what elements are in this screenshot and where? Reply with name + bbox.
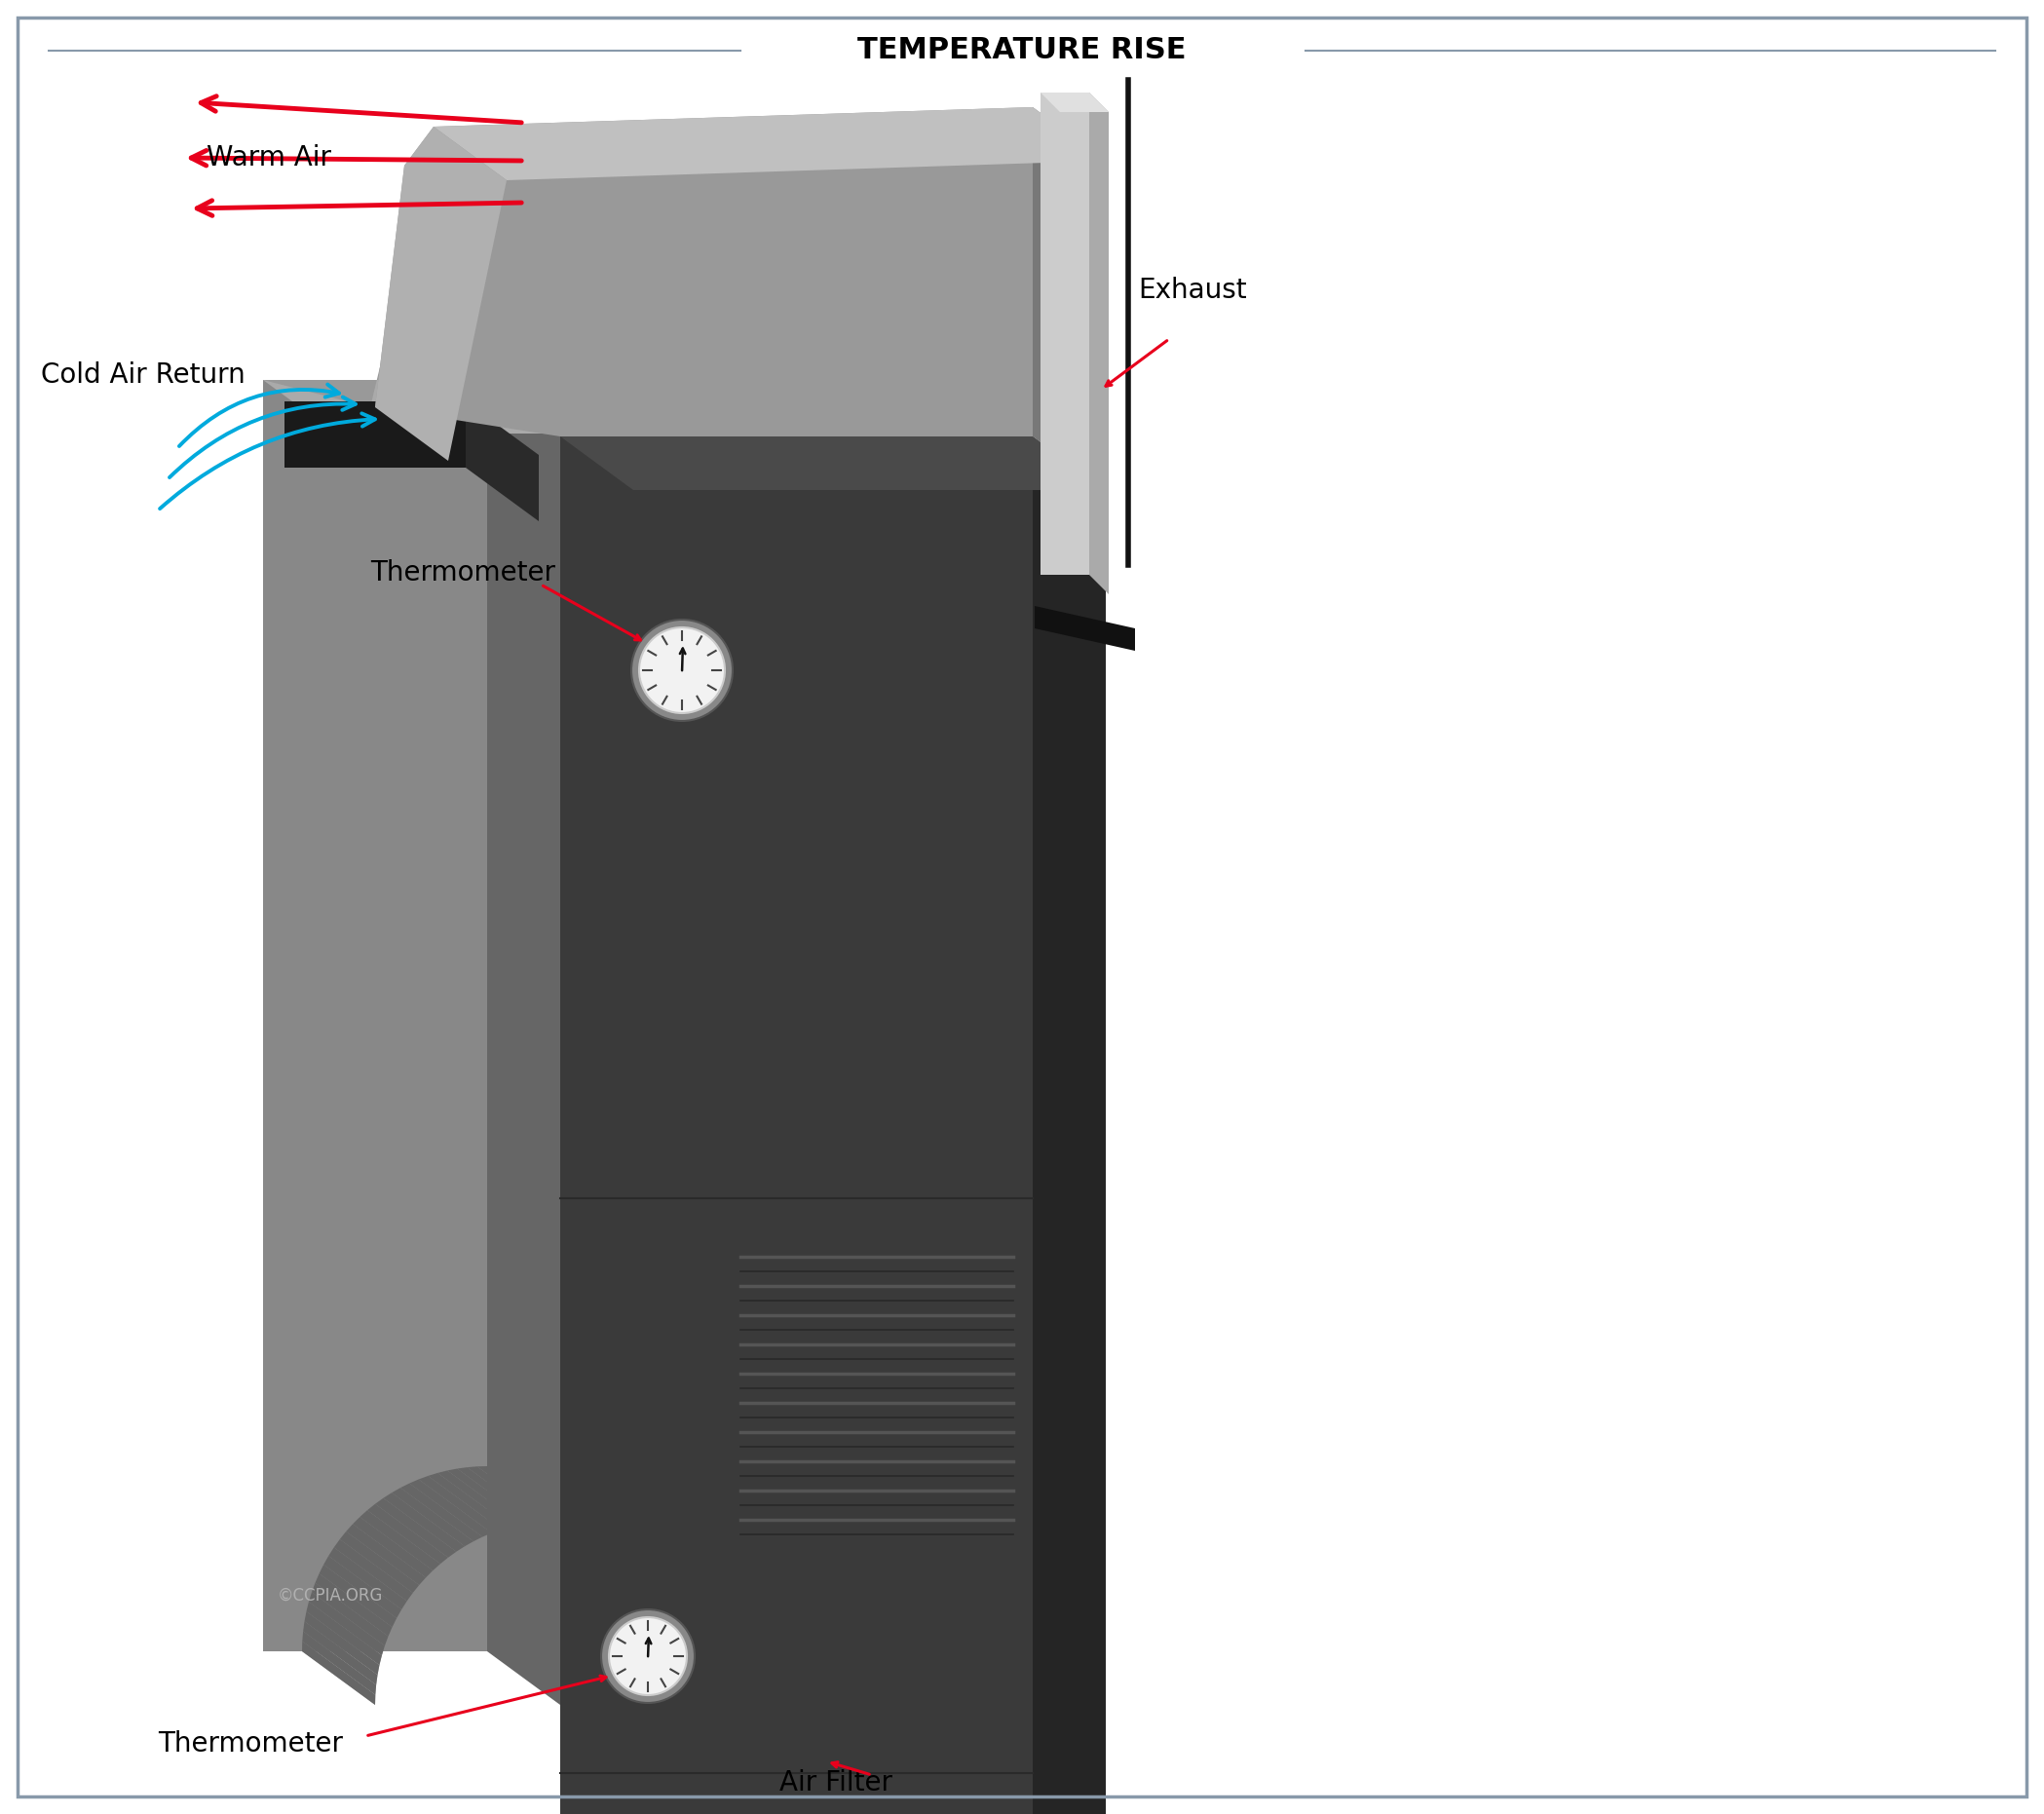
- Polygon shape: [1032, 437, 1106, 1814]
- Polygon shape: [354, 1517, 433, 1578]
- Polygon shape: [419, 1477, 501, 1533]
- Polygon shape: [345, 1524, 425, 1585]
- Polygon shape: [401, 1484, 482, 1542]
- Polygon shape: [264, 379, 486, 1651]
- Polygon shape: [307, 1602, 382, 1665]
- Polygon shape: [419, 1477, 501, 1533]
- Polygon shape: [305, 1611, 380, 1674]
- Polygon shape: [307, 1602, 382, 1665]
- Polygon shape: [1040, 93, 1089, 575]
- Polygon shape: [303, 1622, 378, 1685]
- Text: Warm Air: Warm Air: [206, 143, 331, 172]
- Polygon shape: [409, 1480, 493, 1536]
- Polygon shape: [313, 1584, 388, 1645]
- Polygon shape: [437, 1471, 521, 1527]
- Polygon shape: [284, 401, 466, 468]
- Polygon shape: [1040, 93, 1108, 112]
- Text: Cold Air Return: Cold Air Return: [41, 361, 245, 388]
- Polygon shape: [323, 1556, 401, 1618]
- Polygon shape: [433, 107, 1106, 180]
- Polygon shape: [382, 1493, 464, 1551]
- Polygon shape: [319, 1565, 397, 1627]
- Circle shape: [609, 1618, 687, 1694]
- Polygon shape: [264, 379, 560, 434]
- Polygon shape: [476, 1466, 560, 1520]
- Polygon shape: [468, 1466, 550, 1520]
- Polygon shape: [323, 1556, 401, 1618]
- Text: Exhaust: Exhaust: [1139, 278, 1247, 305]
- Text: ©CCPIA.ORG: ©CCPIA.ORG: [278, 1587, 384, 1605]
- Polygon shape: [1034, 606, 1134, 651]
- Polygon shape: [560, 437, 1106, 490]
- Polygon shape: [392, 1487, 474, 1546]
- Polygon shape: [458, 1468, 540, 1522]
- Polygon shape: [368, 1504, 448, 1564]
- Circle shape: [601, 1609, 695, 1703]
- Polygon shape: [333, 1540, 413, 1602]
- Polygon shape: [392, 1487, 474, 1546]
- Polygon shape: [1032, 107, 1106, 490]
- Polygon shape: [303, 1642, 376, 1705]
- Polygon shape: [303, 1622, 378, 1685]
- Polygon shape: [339, 1531, 419, 1593]
- Polygon shape: [313, 1584, 388, 1645]
- Polygon shape: [466, 401, 540, 521]
- Polygon shape: [376, 107, 1032, 437]
- Text: Air Filter: Air Filter: [779, 1769, 893, 1796]
- Polygon shape: [315, 1573, 392, 1636]
- Polygon shape: [354, 1517, 433, 1578]
- Polygon shape: [333, 1540, 413, 1602]
- Circle shape: [632, 620, 732, 720]
- Polygon shape: [376, 1498, 456, 1558]
- Text: Thermometer: Thermometer: [370, 559, 556, 586]
- Polygon shape: [1089, 93, 1108, 595]
- Polygon shape: [448, 1469, 529, 1524]
- Polygon shape: [360, 1511, 439, 1571]
- Polygon shape: [476, 1466, 560, 1520]
- Polygon shape: [376, 127, 507, 461]
- Polygon shape: [329, 1547, 407, 1609]
- Polygon shape: [339, 1531, 419, 1593]
- Polygon shape: [560, 437, 1032, 1814]
- Polygon shape: [329, 1547, 407, 1609]
- Polygon shape: [303, 1642, 376, 1705]
- Polygon shape: [319, 1565, 397, 1627]
- Polygon shape: [315, 1573, 392, 1636]
- Polygon shape: [303, 1631, 376, 1694]
- Polygon shape: [345, 1524, 425, 1585]
- Text: TEMPERATURE RISE: TEMPERATURE RISE: [858, 36, 1186, 65]
- Polygon shape: [427, 1473, 511, 1529]
- Polygon shape: [368, 1504, 448, 1564]
- Polygon shape: [264, 165, 486, 406]
- Polygon shape: [376, 1498, 456, 1558]
- Polygon shape: [468, 1466, 550, 1520]
- Polygon shape: [303, 1466, 486, 1651]
- Polygon shape: [305, 1611, 380, 1674]
- Circle shape: [640, 628, 726, 713]
- Polygon shape: [401, 1484, 482, 1542]
- Polygon shape: [309, 1593, 384, 1656]
- Polygon shape: [309, 1593, 384, 1656]
- Text: Thermometer: Thermometer: [157, 1731, 343, 1758]
- Polygon shape: [486, 379, 560, 1705]
- Polygon shape: [437, 1471, 521, 1527]
- Polygon shape: [303, 1631, 376, 1694]
- Polygon shape: [427, 1473, 511, 1529]
- Polygon shape: [448, 1469, 529, 1524]
- Polygon shape: [458, 1468, 540, 1522]
- Polygon shape: [360, 1511, 439, 1571]
- Polygon shape: [382, 1493, 464, 1551]
- Polygon shape: [409, 1480, 493, 1536]
